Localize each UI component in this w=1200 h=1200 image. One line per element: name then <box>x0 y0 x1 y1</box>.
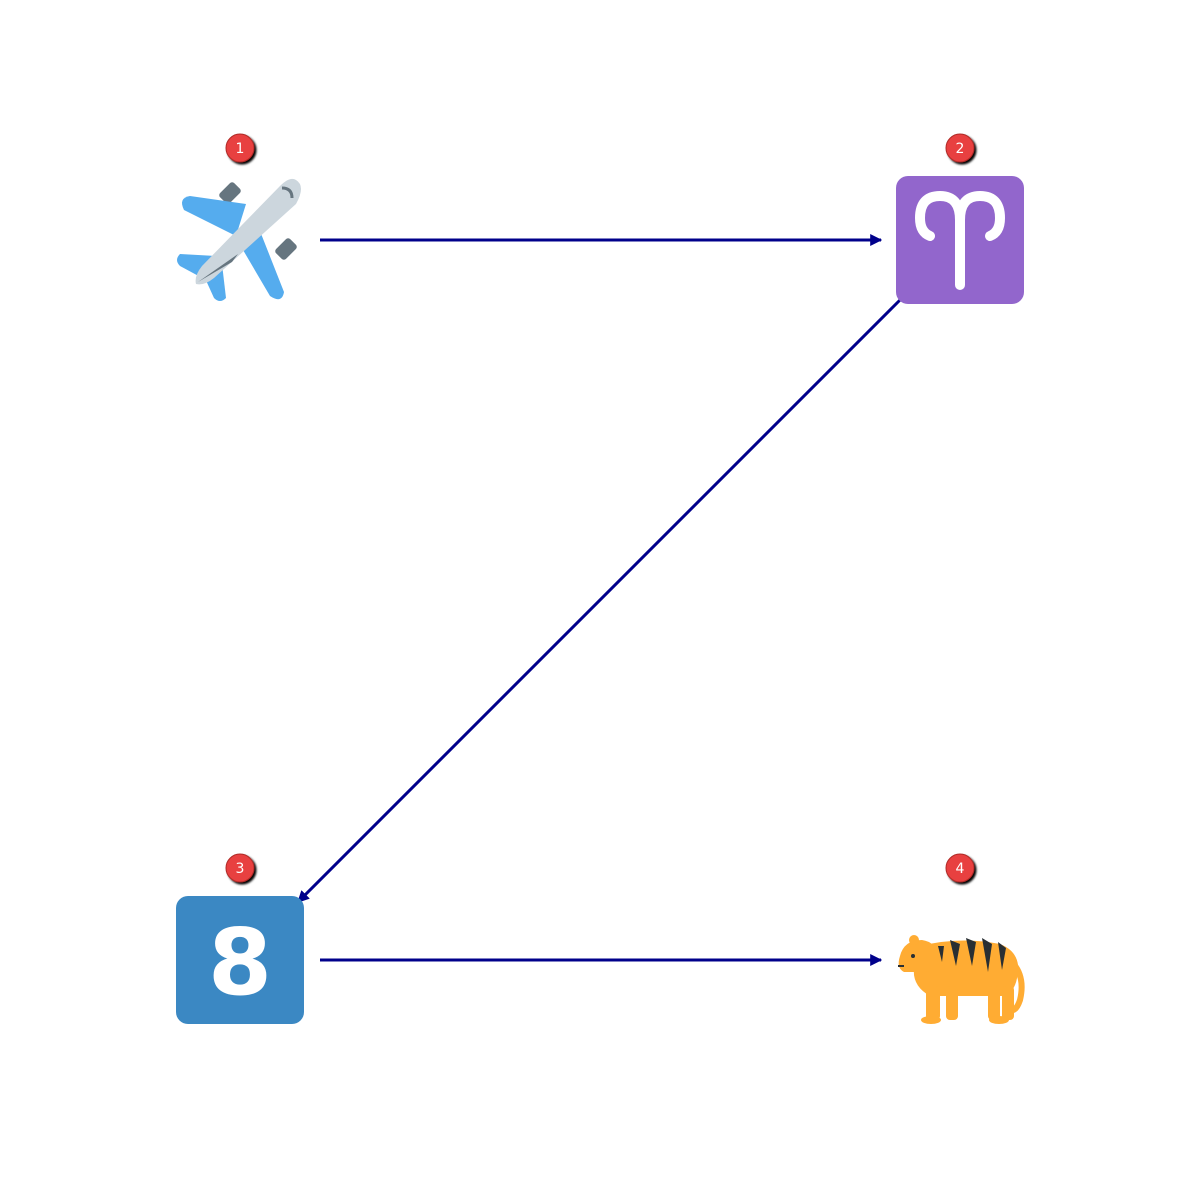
node-badge-4-label: 4 <box>956 861 965 877</box>
node-badge-3 <box>225 853 255 883</box>
tiger-icon <box>898 935 1025 1024</box>
node-badge-3-label: 3 <box>236 861 245 877</box>
node-badge-2-label: 2 <box>956 141 965 157</box>
aries-icon <box>896 176 1024 304</box>
node-badge-4 <box>945 853 975 883</box>
keycap-8-glyph: 8 <box>208 909 272 1016</box>
node-badge-1 <box>225 133 255 163</box>
node-badge-2 <box>945 133 975 163</box>
node-4: 4 <box>898 853 1025 1024</box>
keycap-8-icon: 8 <box>176 896 304 1024</box>
node-badge-1-label: 1 <box>236 141 245 157</box>
airplane-icon <box>177 178 301 301</box>
node-1: 1 <box>177 133 301 301</box>
node-3: 8 3 <box>176 853 304 1024</box>
arrow-2-to-3 <box>296 298 902 904</box>
node-2: 2 <box>896 133 1024 304</box>
